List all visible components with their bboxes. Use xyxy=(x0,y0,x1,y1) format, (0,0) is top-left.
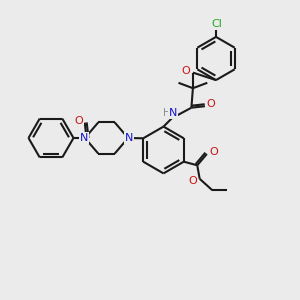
Text: H: H xyxy=(163,108,170,118)
Text: N: N xyxy=(169,108,177,118)
Text: N: N xyxy=(125,133,134,143)
Text: O: O xyxy=(207,99,216,109)
Text: O: O xyxy=(181,66,190,76)
Text: Cl: Cl xyxy=(211,19,222,29)
Text: O: O xyxy=(209,147,218,157)
Text: O: O xyxy=(188,176,197,186)
Text: N: N xyxy=(80,133,88,143)
Text: O: O xyxy=(74,116,83,126)
